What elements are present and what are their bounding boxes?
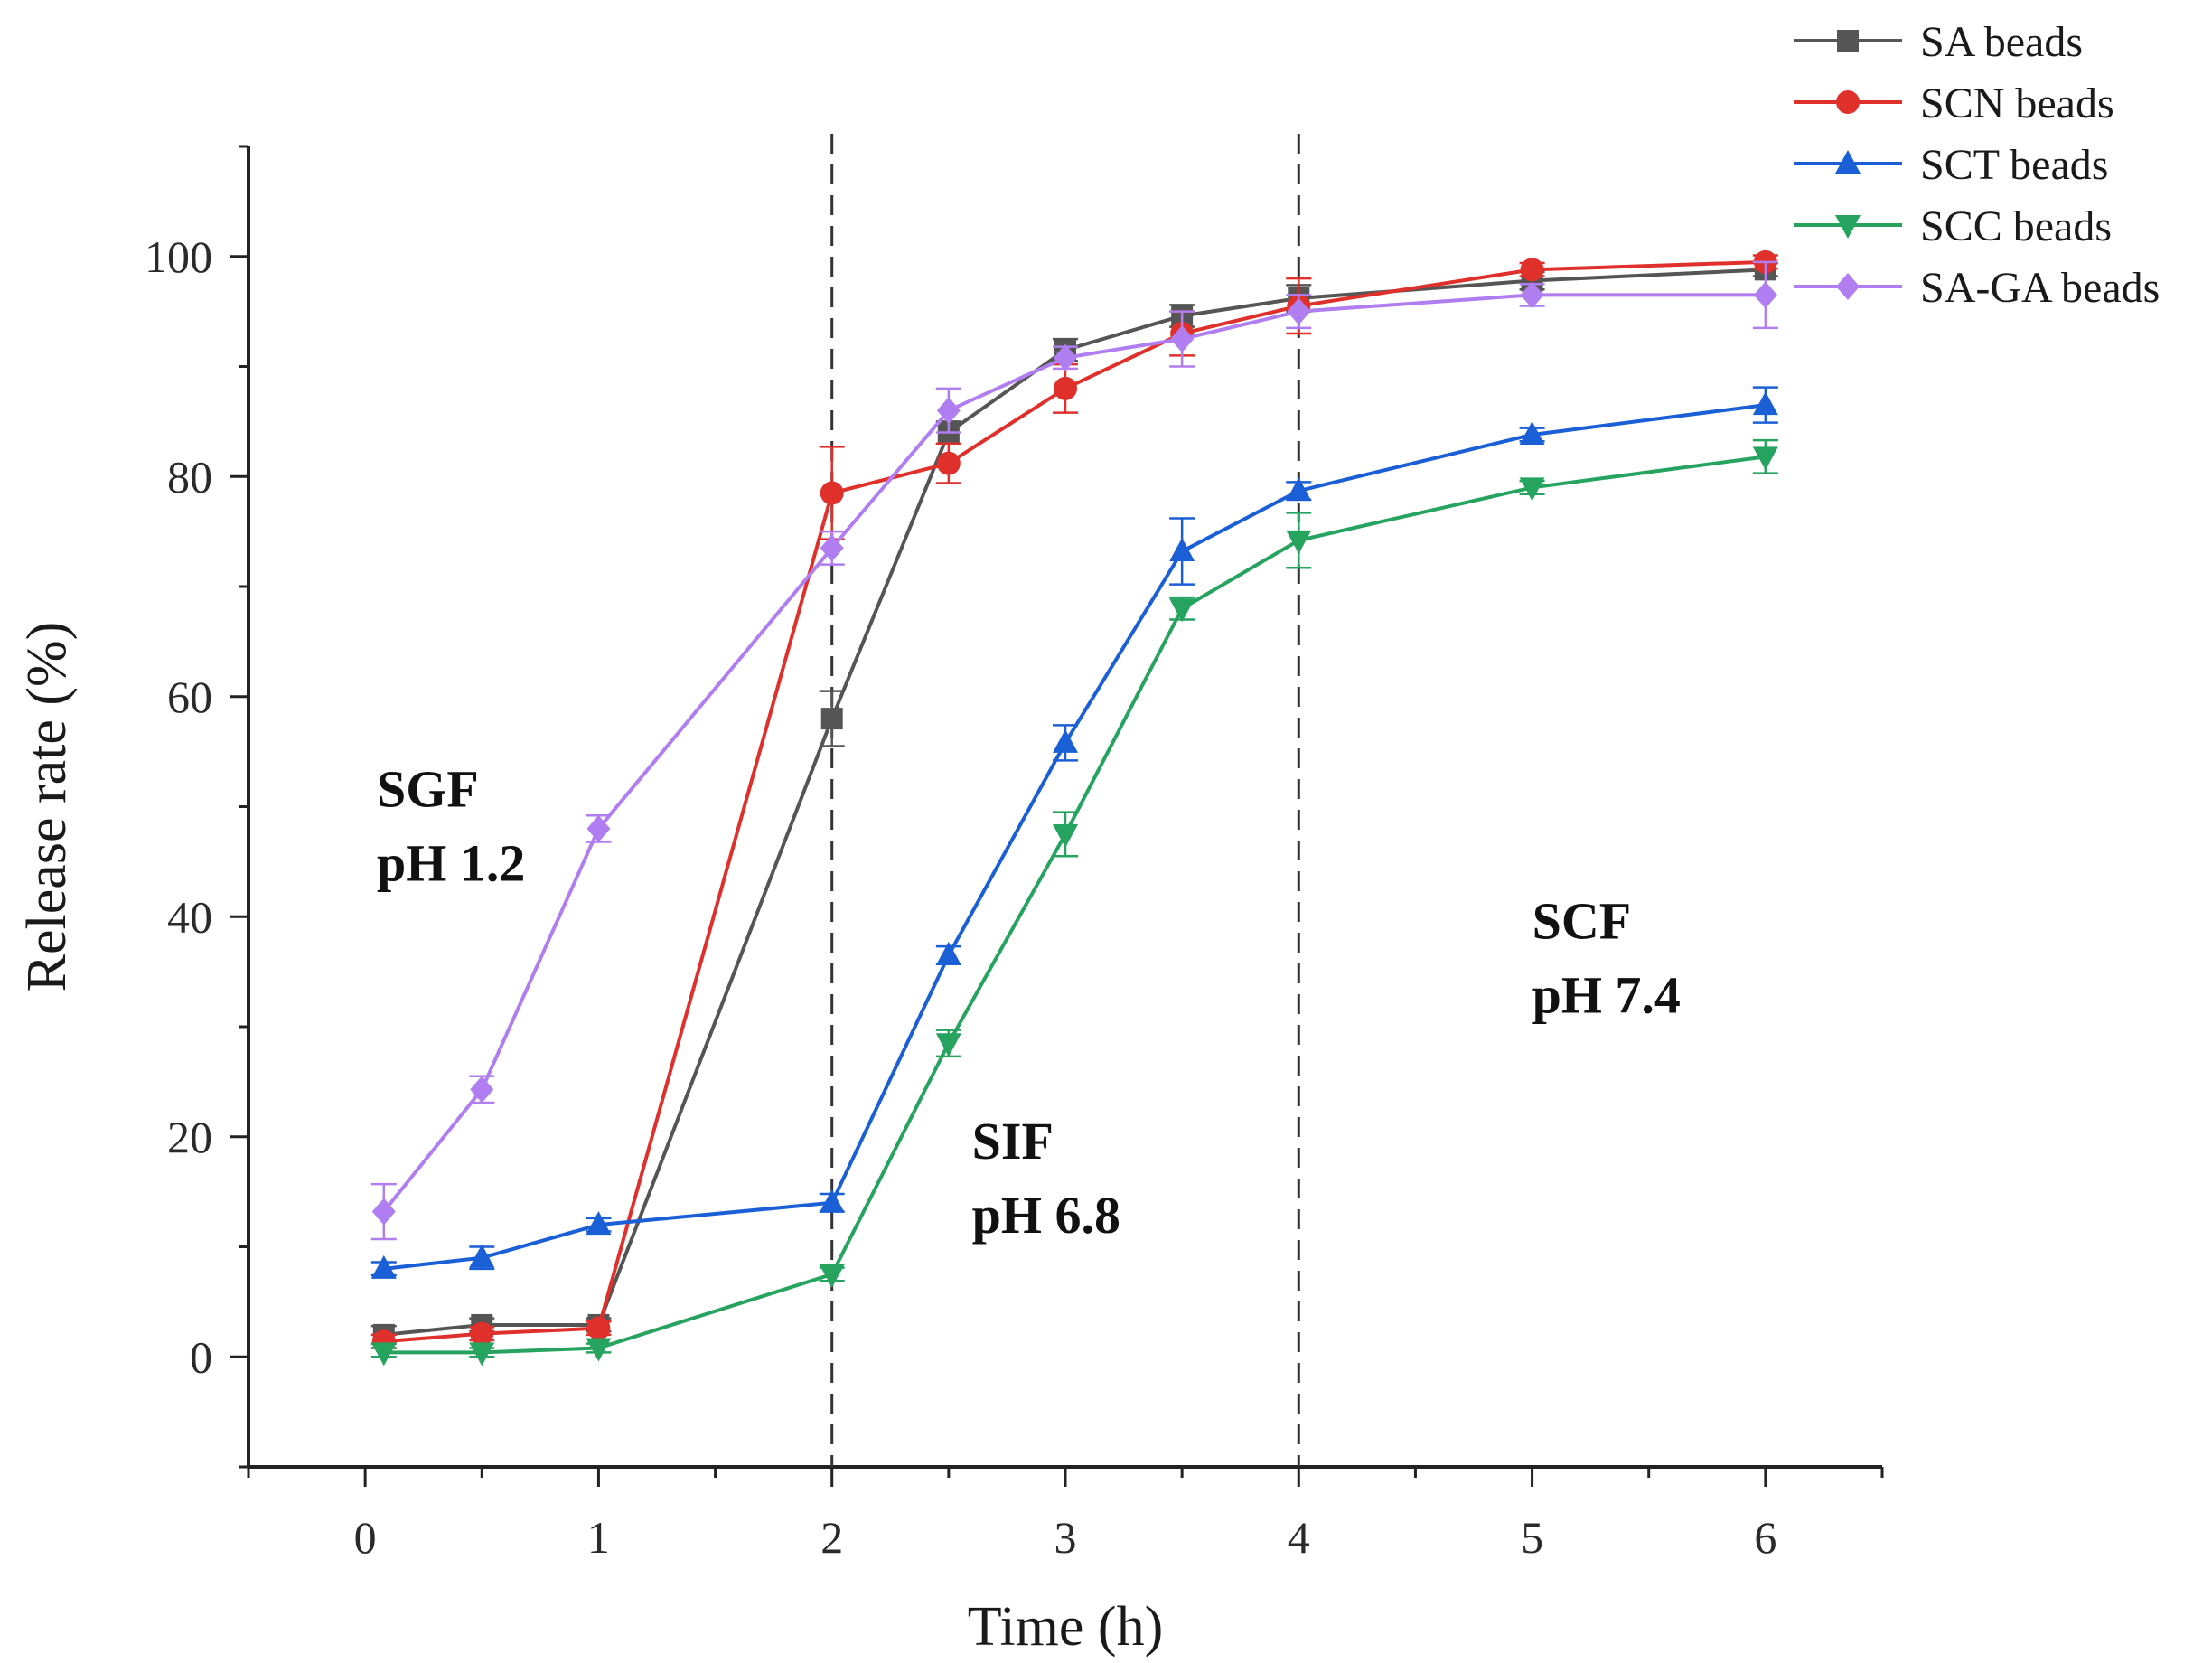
data-point xyxy=(1287,297,1311,325)
legend-item: SA beads xyxy=(1794,18,2083,66)
data-point xyxy=(469,1342,495,1367)
data-point xyxy=(370,1342,397,1367)
legend-marker xyxy=(1836,273,1860,300)
data-point xyxy=(936,397,961,425)
data-point xyxy=(1286,477,1312,502)
phase-label-line: pH 6.8 xyxy=(972,1186,1120,1245)
x-tick-label: 4 xyxy=(1288,1512,1310,1563)
series-line xyxy=(382,293,1766,1213)
phase-label: SGF pH 1.2 xyxy=(377,760,525,893)
data-point xyxy=(1520,281,1544,309)
data-point xyxy=(586,814,611,842)
data-point xyxy=(819,1189,845,1213)
data-point xyxy=(936,451,961,475)
x-axis-title: Time (h) xyxy=(968,1596,1163,1658)
legend-marker xyxy=(1836,90,1860,114)
legend-item: SCN beads xyxy=(1794,80,2114,127)
legend-label: SCC beads xyxy=(1920,202,2112,250)
data-point xyxy=(1169,598,1195,623)
legend-label: SCT beads xyxy=(1920,141,2108,189)
series-line xyxy=(383,455,1767,1355)
y-tick-label: 60 xyxy=(167,672,212,722)
data-point xyxy=(1170,325,1195,353)
y-tick-label: 0 xyxy=(190,1331,212,1382)
data-point xyxy=(1519,420,1545,445)
phase-label: SCF pH 7.4 xyxy=(1532,892,1681,1025)
data-point xyxy=(371,1198,396,1226)
legend-item: SCC beads xyxy=(1794,202,2112,250)
data-point xyxy=(586,1211,612,1236)
data-point xyxy=(1753,281,1777,309)
data-point xyxy=(820,708,843,730)
legend: SA beads SCN beads SCT beads SCC beads SA-GA… xyxy=(1794,18,2160,312)
phase-label: SIF pH 6.8 xyxy=(972,1112,1120,1245)
data-point xyxy=(1169,538,1195,562)
y-axis: 0 20 40 60 80 100 xyxy=(145,145,248,1469)
x-tick-label: 3 xyxy=(1054,1512,1077,1563)
series-line xyxy=(383,259,1766,1344)
legend-item: SCT beads xyxy=(1794,141,2108,189)
data-point xyxy=(370,1254,397,1279)
x-tick-label: 1 xyxy=(587,1512,610,1563)
legend-item: SA-GA beads xyxy=(1794,264,2160,312)
x-tick-label: 6 xyxy=(1754,1512,1776,1563)
y-tick-label: 40 xyxy=(167,891,212,942)
phase-label-line: SIF xyxy=(972,1112,1054,1170)
phase-label-line: SCF xyxy=(1532,892,1632,951)
phase-label-line: pH 1.2 xyxy=(377,834,525,893)
phase-label-line: pH 7.4 xyxy=(1532,966,1681,1025)
data-point xyxy=(1286,530,1312,554)
data-point xyxy=(1053,728,1078,753)
data-point xyxy=(935,941,961,965)
phase-annotations: SGF pH 1.2 SIF pH 6.8 SCF pH 7.4 xyxy=(377,760,1681,1245)
data-point xyxy=(819,1264,845,1288)
x-tick-label: 2 xyxy=(820,1512,843,1563)
x-tick-label: 0 xyxy=(354,1512,377,1563)
data-point xyxy=(935,1033,961,1057)
series-layer xyxy=(370,249,1778,1367)
data-point xyxy=(1752,391,1778,416)
data-point xyxy=(820,534,844,562)
data-point xyxy=(1752,446,1778,471)
data-point xyxy=(470,1321,494,1346)
data-point xyxy=(586,1316,611,1340)
legend-label: SCN beads xyxy=(1920,80,2114,127)
legend-label: SA beads xyxy=(1920,18,2083,66)
series-scc-beads xyxy=(370,438,1778,1367)
legend-label: SA-GA beads xyxy=(1920,264,2160,312)
y-tick-label: 80 xyxy=(167,451,212,502)
y-tick-label: 20 xyxy=(167,1112,212,1162)
phase-divider-lines xyxy=(830,134,1300,1467)
phase-label-line: SGF xyxy=(377,760,479,819)
series-sa-ga-beads xyxy=(370,260,1778,1241)
data-point xyxy=(586,1338,612,1362)
series-line xyxy=(383,403,1767,1271)
data-point xyxy=(470,1076,494,1104)
series-line xyxy=(383,268,1766,1337)
data-point xyxy=(1054,343,1077,371)
legend-marker xyxy=(1835,150,1861,174)
legend-marker xyxy=(1837,30,1859,52)
y-tick-label: 100 xyxy=(145,231,212,282)
data-point xyxy=(1054,376,1077,400)
y-axis-title: Release rate (%) xyxy=(16,622,78,992)
data-point xyxy=(469,1244,495,1268)
series-sa-beads xyxy=(370,258,1778,1346)
data-point xyxy=(820,481,844,505)
x-tick-label: 5 xyxy=(1521,1512,1543,1563)
x-axis: 0 1 2 3 4 5 6 xyxy=(247,1467,1884,1563)
legend-marker xyxy=(1835,215,1861,239)
data-point xyxy=(1520,258,1544,282)
data-point xyxy=(1519,477,1545,502)
series-sct-beads xyxy=(370,386,1778,1279)
data-point xyxy=(1053,823,1078,848)
